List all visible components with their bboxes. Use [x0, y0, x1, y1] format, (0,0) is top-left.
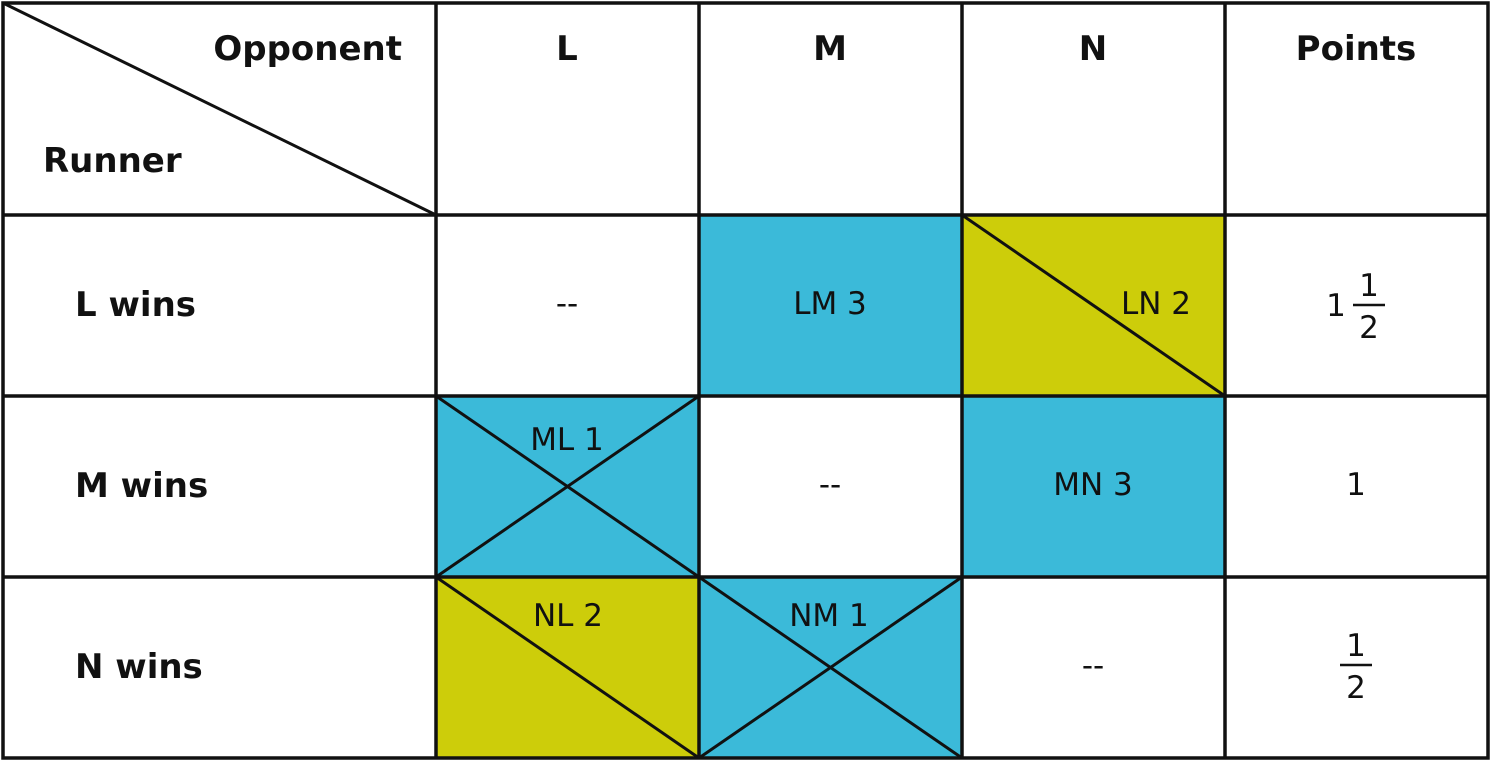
column-header-points: Points: [1296, 29, 1417, 69]
corner-diagonal: [2, 1, 437, 217]
nm-cross-b: [698, 575, 963, 760]
svg-text:2: 2: [1346, 670, 1366, 706]
corner-label-runner: Runner: [43, 141, 182, 181]
row-label-n: N wins: [75, 647, 203, 687]
cell-mn-fill: [962, 396, 1225, 577]
cell-nl: NL 2: [533, 598, 603, 634]
cell-mm: --: [819, 467, 841, 503]
column-header-l: L: [556, 29, 578, 69]
cell-nm: NM 1: [789, 598, 869, 634]
column-header-n: N: [1079, 29, 1107, 69]
row-label-l: L wins: [75, 285, 196, 325]
cell-ml: ML 1: [530, 422, 604, 458]
corner-label-opponent: Opponent: [213, 29, 402, 69]
points-l: 1 1 2: [1326, 268, 1385, 346]
cell-mn: MN 3: [1053, 467, 1133, 503]
column-header-m: M: [813, 29, 847, 69]
ln-diagonal: [961, 213, 1226, 398]
cell-lm-fill: [699, 215, 962, 396]
cell-nn: --: [1082, 648, 1104, 684]
cell-lm: LM 3: [793, 286, 867, 322]
points-m: 1: [1346, 467, 1366, 503]
nl-diagonal: [435, 575, 700, 760]
row-label-m: M wins: [75, 466, 208, 506]
cell-ln: LN 2: [1121, 286, 1191, 322]
svg-text:1: 1: [1346, 628, 1366, 664]
points-n: 1 2: [1340, 628, 1372, 706]
cell-ll: --: [556, 286, 578, 322]
svg-text:2: 2: [1359, 310, 1379, 346]
ml-cross-b: [435, 394, 700, 579]
svg-text:1: 1: [1359, 268, 1379, 304]
svg-text:1: 1: [1326, 288, 1346, 324]
